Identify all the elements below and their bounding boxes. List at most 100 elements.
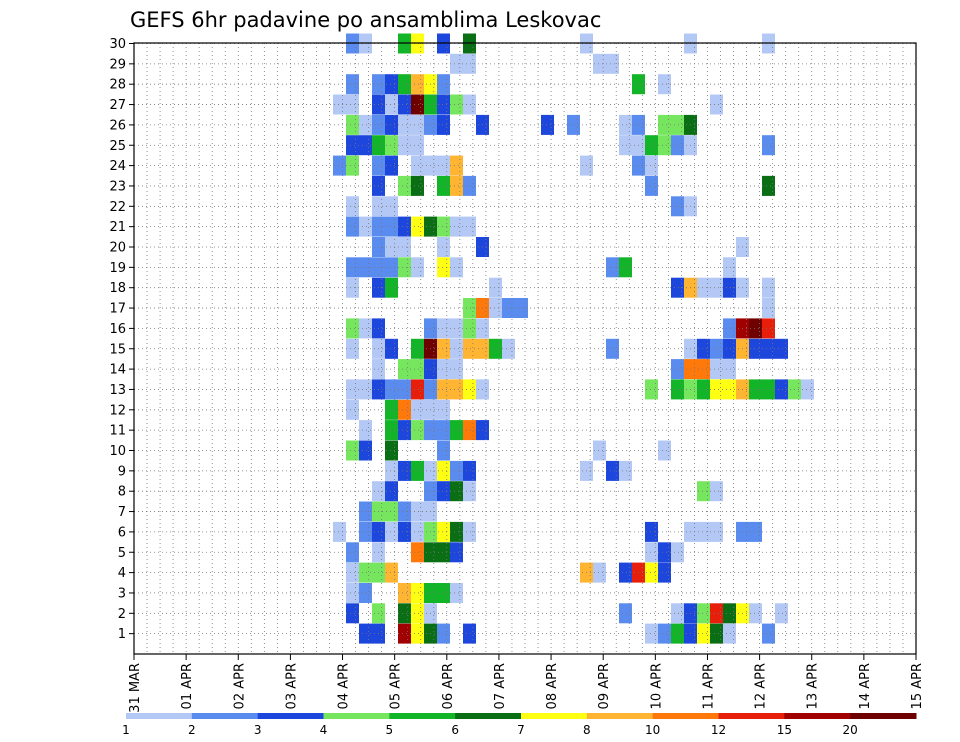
y-tick-label: 10 (109, 444, 126, 459)
heatmap-cell (645, 521, 658, 542)
heatmap-cell (710, 481, 723, 502)
legend-swatch (652, 713, 719, 719)
heatmap-cell (437, 521, 450, 542)
x-tick-label: 08 APR (545, 663, 560, 709)
x-tick-label: 06 APR (441, 663, 456, 709)
heatmap-cell (398, 175, 411, 196)
heatmap-cell (385, 399, 398, 420)
heatmap-cell (385, 481, 398, 502)
heatmap-cell (762, 318, 775, 339)
y-tick-label: 20 (109, 241, 126, 256)
heatmap-cell (398, 603, 411, 624)
heatmap-cell (398, 420, 411, 441)
heatmap-cell (346, 562, 359, 583)
y-tick-label: 28 (109, 78, 126, 93)
x-tick-label: 02 APR (232, 663, 247, 709)
heatmap-cell (749, 521, 762, 542)
x-tick-label: 14 APR (858, 663, 873, 709)
y-tick-label: 19 (109, 261, 126, 276)
heatmap-cell (411, 175, 424, 196)
heatmap-cell (411, 399, 424, 420)
heatmap-cells (333, 33, 814, 644)
y-tick-label: 12 (109, 403, 126, 418)
heatmap-cell (411, 623, 424, 644)
heatmap-cell (346, 583, 359, 603)
heatmap-cell (385, 277, 398, 298)
x-tick-label: 11 APR (701, 663, 716, 709)
heatmap-cell (359, 623, 372, 644)
heatmap-cell (398, 379, 411, 400)
heatmap-cell (645, 379, 658, 400)
heatmap-cell (671, 603, 684, 624)
heatmap-cell (437, 399, 450, 420)
heatmap-cell (398, 623, 411, 644)
color-legend: 1 2 3 4 5 6 7 8 10 12 15 20 (122, 713, 917, 737)
heatmap-cell (762, 623, 775, 644)
heatmap-cell (437, 257, 450, 278)
legend-swatch (389, 713, 456, 719)
heatmap-cell (411, 379, 424, 400)
y-tick-label: 23 (109, 179, 126, 194)
heatmap-cell (502, 298, 515, 318)
heatmap-cell (593, 562, 606, 583)
heatmap-cell (697, 359, 710, 380)
heatmap-cell (762, 135, 775, 156)
heatmap-cell (398, 399, 411, 420)
heatmap-cell (723, 603, 736, 624)
heatmap-cell (450, 175, 463, 196)
heatmap-cell (346, 257, 359, 278)
heatmap-cell (593, 53, 606, 74)
heatmap-cell (762, 379, 775, 400)
heatmap-cell (437, 359, 450, 380)
heatmap-cell (606, 53, 619, 74)
x-axis-ticks: 31 MAR 01 APR 02 APR 03 APR 04 APR 05 APR 06 A… (128, 654, 925, 713)
heatmap-cell (658, 74, 671, 95)
legend-label: 5 (386, 723, 394, 737)
heatmap-cell (606, 460, 619, 481)
heatmap-cell (645, 175, 658, 196)
heatmap-cell (749, 603, 762, 624)
legend-swatch (850, 713, 917, 719)
heatmap-cell (385, 155, 398, 176)
heatmap-cell (645, 155, 658, 176)
legend-label: 12 (711, 723, 726, 737)
heatmap-cell (606, 257, 619, 278)
x-tick-label: 31 MAR (128, 663, 143, 713)
legend-swatch (455, 713, 522, 719)
heatmap-cell (762, 298, 775, 318)
heatmap-cell (671, 114, 684, 135)
heatmap-cell (398, 359, 411, 380)
y-tick-label: 6 (118, 525, 126, 540)
heatmap-cell (385, 501, 398, 522)
heatmap-cell (398, 74, 411, 95)
heatmap-cell (346, 440, 359, 461)
heatmap-cell (450, 420, 463, 441)
heatmap-cell (346, 542, 359, 563)
legend-label: 7 (517, 723, 525, 737)
heatmap-cell (450, 379, 463, 400)
heatmap-cell (658, 114, 671, 135)
heatmap-cell (346, 318, 359, 339)
y-tick-label: 25 (109, 139, 126, 154)
legend-label: 2 (188, 723, 196, 737)
heatmap-cell (333, 155, 346, 176)
heatmap-cell (723, 359, 736, 380)
heatmap-cell (346, 114, 359, 135)
heatmap-cell (463, 175, 476, 196)
y-tick-label: 24 (109, 159, 126, 174)
y-tick-label: 4 (118, 566, 126, 581)
heatmap-cell (346, 399, 359, 420)
heatmap-cell (658, 623, 671, 644)
heatmap-cell (710, 379, 723, 400)
x-tick-label: 04 APR (337, 663, 352, 709)
y-axis-ticks: 1234567891011121314151617181920212223242… (109, 37, 134, 642)
heatmap-cell (398, 257, 411, 278)
heatmap-cell (697, 379, 710, 400)
heatmap-cell (697, 603, 710, 624)
legend-swatch (784, 713, 851, 719)
heatmap-cell (411, 501, 424, 522)
heatmap-cell (619, 562, 632, 583)
heatmap-cell (749, 338, 762, 359)
heatmap-cell (437, 175, 450, 196)
heatmap-cell (593, 440, 606, 461)
